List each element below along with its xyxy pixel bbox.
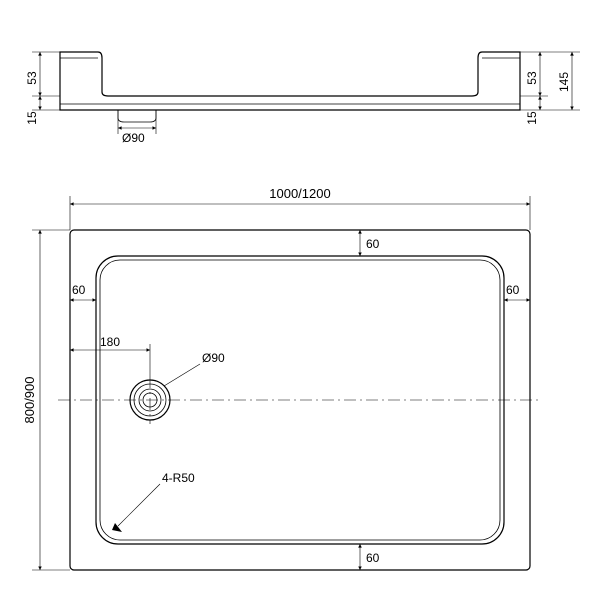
elevation-view: Ø90 53 15 53 15 145 bbox=[25, 52, 580, 145]
plan-view: Ø90 180 4-R50 60 60 60 60 1000/1200 800/… bbox=[22, 186, 542, 570]
dim-plan-height: 800/900 bbox=[22, 377, 37, 424]
technical-drawing: Ø90 53 15 53 15 145 Ø90 180 4-R50 60 bbox=[0, 0, 600, 600]
dim-elev-left-53: 53 bbox=[25, 71, 39, 85]
dim-plan-width: 1000/1200 bbox=[269, 186, 330, 201]
dim-rim-left: 60 bbox=[72, 283, 86, 297]
dim-rim-top: 60 bbox=[366, 237, 380, 251]
dim-rim-bottom: 60 bbox=[366, 551, 380, 565]
dim-elev-drain: Ø90 bbox=[122, 131, 145, 145]
dim-plan-radius: 4-R50 bbox=[162, 471, 195, 485]
dim-elev-right-53: 53 bbox=[525, 71, 539, 85]
dim-rim-right: 60 bbox=[506, 283, 520, 297]
dim-plan-180: 180 bbox=[100, 335, 120, 349]
dim-plan-drain: Ø90 bbox=[202, 351, 225, 365]
dim-elev-right-145: 145 bbox=[557, 72, 571, 92]
dim-elev-right-15: 15 bbox=[525, 111, 539, 125]
dim-elev-left-15: 15 bbox=[25, 111, 39, 125]
